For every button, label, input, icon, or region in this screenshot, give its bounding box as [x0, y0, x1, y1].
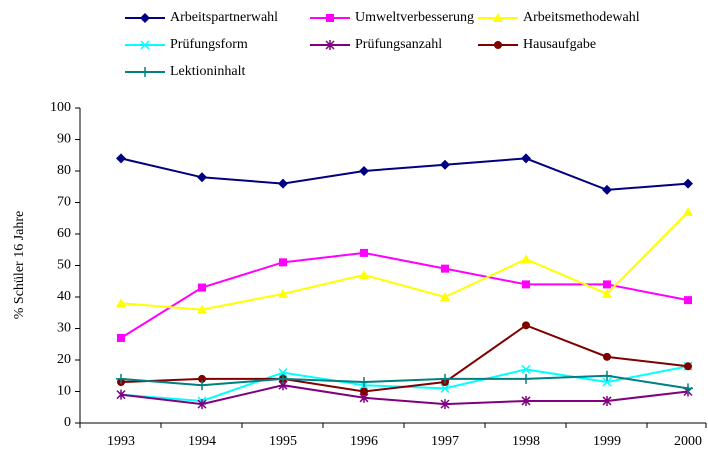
legend-marker	[325, 40, 335, 50]
x-tick-label: 1994	[188, 434, 216, 449]
marker	[440, 399, 450, 410]
y-axis-label: % Schüler 16 Jahre	[12, 211, 27, 319]
marker	[359, 166, 369, 176]
legend-marker	[140, 67, 150, 77]
marker	[197, 304, 207, 314]
marker	[279, 258, 287, 267]
marker	[116, 373, 126, 384]
legend-label: Umweltverbesserung	[355, 10, 474, 25]
marker	[197, 172, 207, 183]
marker	[116, 298, 126, 308]
y-tick-label: 30	[57, 321, 71, 336]
marker	[522, 280, 530, 289]
legend-label: Hausaufgabe	[523, 37, 596, 52]
marker	[116, 389, 126, 400]
x-tick-label: 1993	[107, 434, 135, 449]
y-tick-label: 0	[64, 415, 71, 430]
marker	[684, 362, 692, 371]
marker	[278, 288, 288, 298]
marker	[521, 373, 531, 384]
y-tick-label: 40	[57, 289, 71, 304]
x-tick-label: 1996	[350, 434, 378, 449]
series-line	[120, 211, 689, 311]
legend-label: Arbeitsmethodewahl	[523, 10, 640, 25]
legend-marker	[326, 14, 334, 22]
marker	[198, 283, 206, 292]
marker	[197, 399, 207, 410]
marker	[440, 159, 450, 170]
marker	[522, 321, 530, 330]
marker	[116, 153, 126, 164]
y-tick-label: 90	[57, 132, 71, 147]
legend-label: Prüfungsform	[170, 37, 248, 52]
y-tick-label: 50	[57, 258, 71, 273]
legend-marker	[494, 41, 502, 49]
x-tick-label: 1998	[512, 434, 540, 449]
marker	[521, 395, 531, 406]
marker	[521, 364, 531, 374]
y-tick-label: 20	[57, 352, 71, 367]
marker	[602, 370, 612, 381]
marker	[603, 352, 611, 361]
legend-marker	[493, 13, 503, 22]
legend-label: Lektioninhalt	[170, 64, 246, 79]
series-line	[120, 365, 689, 402]
marker	[602, 377, 612, 387]
y-tick-label: 70	[57, 195, 71, 210]
x-tick-label: 1999	[593, 434, 621, 449]
legend-label: Arbeitspartnerwahl	[170, 10, 278, 25]
series-line	[120, 251, 689, 339]
marker	[602, 184, 612, 195]
marker	[278, 178, 288, 189]
y-tick-label: 100	[50, 100, 71, 115]
series-line	[120, 374, 689, 390]
marker	[441, 264, 449, 273]
marker	[521, 254, 531, 264]
y-tick-label: 10	[57, 384, 71, 399]
marker	[521, 153, 531, 164]
marker	[602, 288, 612, 298]
series-line	[120, 157, 689, 191]
marker	[360, 248, 368, 257]
marker	[359, 269, 369, 279]
y-tick-label: 80	[57, 163, 71, 178]
marker	[117, 333, 125, 342]
legend-marker	[140, 13, 150, 23]
x-tick-label: 1997	[431, 434, 459, 449]
legend-label: Prüfungsanzahl	[355, 37, 442, 52]
marker	[359, 377, 369, 388]
x-tick-label: 2000	[674, 434, 702, 449]
marker	[198, 374, 206, 383]
marker	[683, 178, 693, 189]
marker	[440, 373, 450, 384]
marker	[440, 292, 450, 301]
y-tick-label: 60	[57, 226, 71, 241]
marker	[360, 387, 368, 396]
series-line	[120, 384, 689, 406]
marker	[684, 296, 692, 305]
marker	[683, 383, 693, 394]
marker	[603, 280, 611, 289]
marker	[278, 373, 288, 384]
marker	[602, 395, 612, 406]
marker	[278, 368, 288, 378]
marker	[440, 383, 450, 393]
marker	[683, 206, 693, 216]
marker	[197, 380, 207, 391]
x-tick-label: 1995	[269, 434, 297, 449]
legend-marker	[140, 40, 150, 50]
series-line	[120, 324, 689, 393]
